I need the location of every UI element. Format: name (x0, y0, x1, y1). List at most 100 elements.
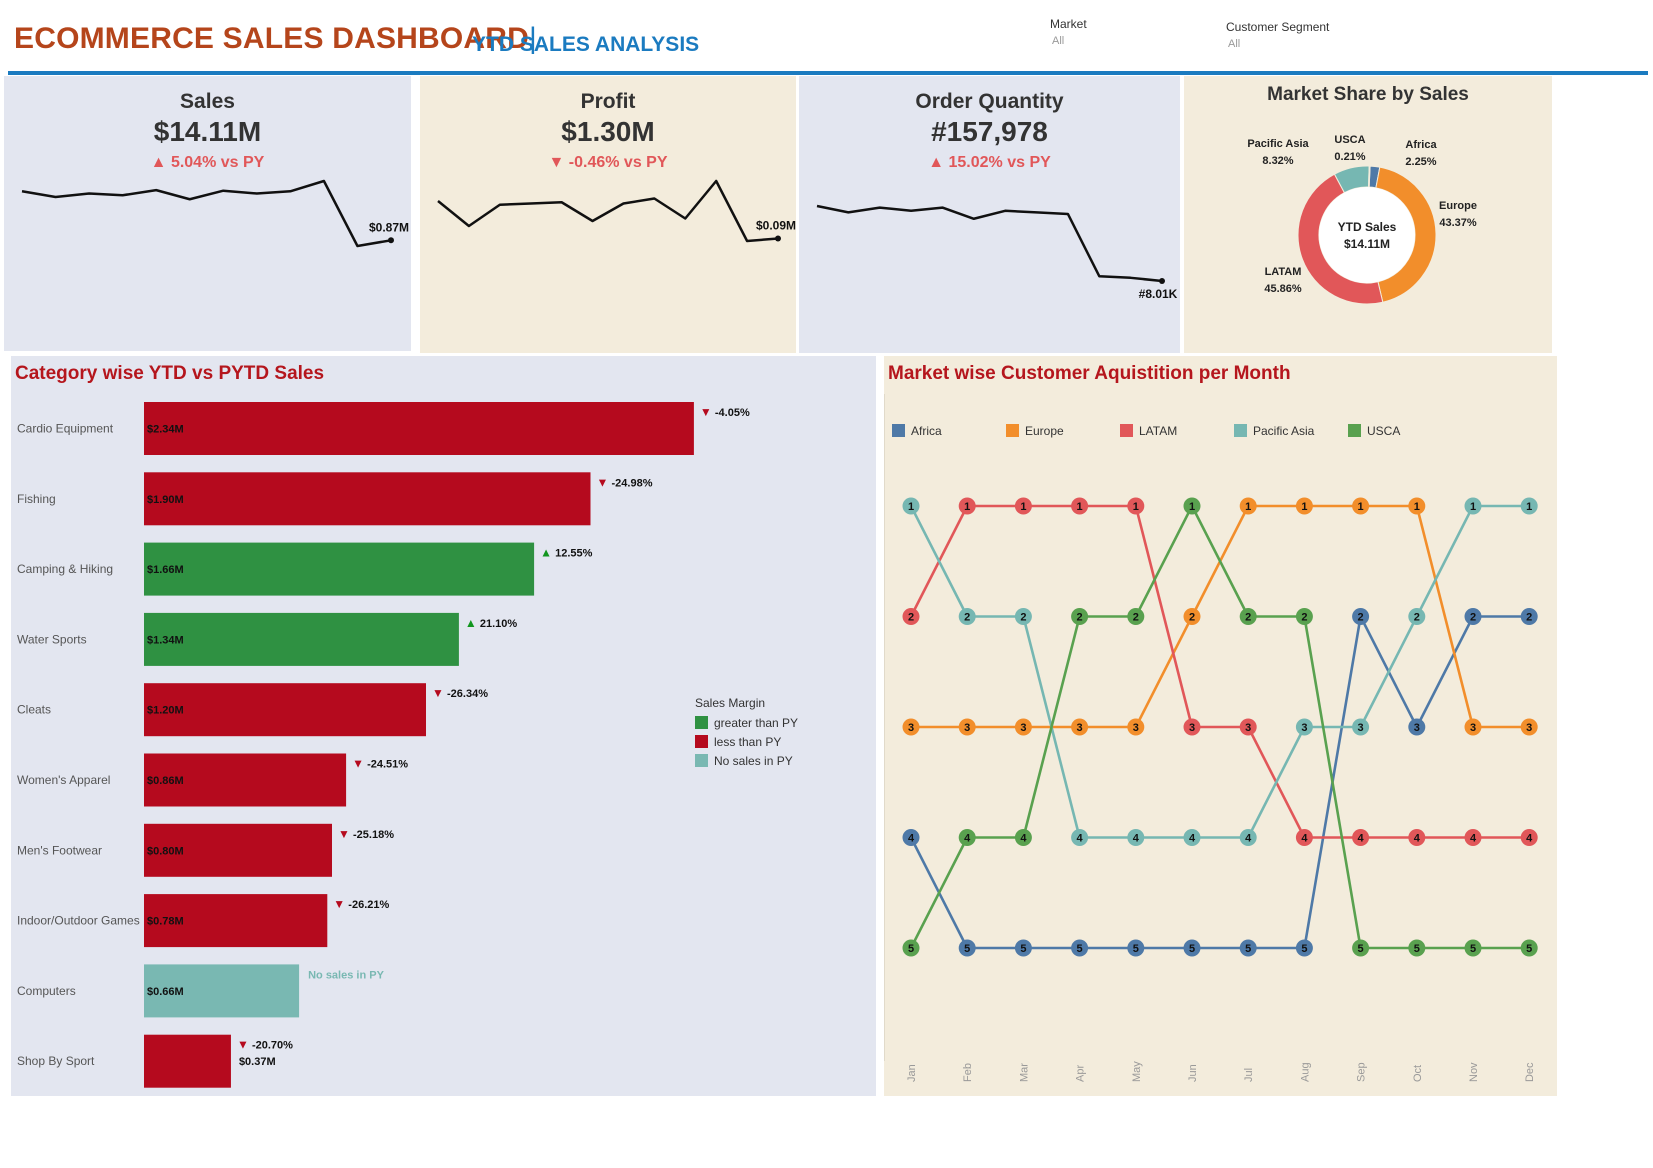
series-point-latam[interactable] (902, 608, 920, 625)
header-divider (8, 71, 1648, 75)
legend-item-less[interactable]: less than PY (695, 732, 798, 751)
series-point-europe[interactable] (1239, 497, 1257, 515)
series-point-africa[interactable] (958, 939, 976, 957)
series-point-latam[interactable] (1295, 829, 1313, 846)
market-filter[interactable]: Market All (1050, 17, 1200, 47)
series-point-latam[interactable] (1408, 829, 1426, 846)
category-bar-cardio-equipment[interactable] (144, 402, 694, 455)
series-point-latam[interactable] (1183, 718, 1201, 736)
series-line-africa (909, 615, 1530, 950)
series-point-usca[interactable] (1352, 939, 1370, 957)
series-point-pacific-asia[interactable] (1408, 608, 1426, 625)
series-point-africa[interactable] (1014, 939, 1032, 957)
series-point-label: 3 (1189, 722, 1195, 734)
series-point-europe[interactable] (1352, 497, 1370, 515)
market-filter-value[interactable]: All (1052, 35, 1065, 47)
series-point-latam[interactable] (1014, 497, 1032, 515)
series-point-usca[interactable] (1183, 497, 1201, 515)
series-point-africa[interactable] (1127, 939, 1145, 957)
series-point-africa[interactable] (1352, 608, 1370, 625)
category-bar-water-sports[interactable] (144, 612, 459, 666)
series-point-usca[interactable] (1464, 939, 1482, 957)
series-point-pacific-asia[interactable] (902, 497, 920, 515)
donut-label-europe-pct: 43.37% (1439, 217, 1477, 229)
series-point-europe[interactable] (1014, 718, 1032, 736)
category-bar-women-s-apparel[interactable] (144, 753, 347, 807)
legend-item-greater[interactable]: greater than PY (695, 713, 798, 732)
series-point-label: 5 (1526, 943, 1532, 955)
sparkline-end-point (775, 235, 781, 242)
series-point-pacific-asia[interactable] (1464, 497, 1482, 515)
series-point-usca[interactable] (1520, 939, 1538, 957)
series-point-latam[interactable] (958, 497, 976, 515)
legend-swatch-pacific-asia[interactable] (1234, 424, 1247, 437)
series-point-europe[interactable] (1127, 718, 1145, 736)
series-point-usca[interactable] (902, 939, 920, 957)
sparkline-end-label: $0.09M (756, 219, 796, 233)
customer-segment-filter[interactable]: Customer Segment All (1226, 20, 1386, 50)
series-point-europe[interactable] (902, 718, 920, 736)
series-point-africa[interactable] (1239, 939, 1257, 957)
legend-swatch-europe[interactable] (1006, 424, 1019, 437)
category-bar-fishing[interactable] (144, 472, 591, 526)
series-point-africa[interactable] (1183, 939, 1201, 957)
series-point-africa[interactable] (1408, 718, 1426, 736)
series-point-europe[interactable] (958, 718, 976, 736)
series-point-pacific-asia[interactable] (1520, 497, 1538, 515)
category-bar-indoor-outdoor-games[interactable] (144, 894, 328, 948)
series-point-label: 5 (1020, 943, 1026, 955)
series-point-usca[interactable] (1127, 608, 1145, 625)
legend-swatch-usca[interactable] (1348, 424, 1361, 437)
series-point-latam[interactable] (1127, 497, 1145, 515)
category-bar-shop-by-sport[interactable] (144, 1034, 231, 1088)
series-point-europe[interactable] (1520, 718, 1538, 736)
category-bar-camping-hiking[interactable] (144, 542, 535, 596)
series-point-pacific-asia[interactable] (1014, 608, 1032, 625)
series-point-label: 4 (1301, 833, 1308, 845)
series-point-pacific-asia[interactable] (1295, 718, 1313, 736)
series-point-africa[interactable] (1464, 608, 1482, 625)
legend-swatch-africa[interactable] (892, 424, 905, 437)
series-point-usca[interactable] (1014, 829, 1032, 846)
legend-label-usca: USCA (1367, 424, 1400, 438)
series-point-africa[interactable] (1295, 939, 1313, 957)
series-point-pacific-asia[interactable] (1071, 829, 1089, 846)
series-point-latam[interactable] (1239, 718, 1257, 736)
series-point-pacific-asia[interactable] (1127, 829, 1145, 846)
series-point-africa[interactable] (902, 829, 920, 846)
category-bar-cleats[interactable] (144, 683, 426, 737)
legend-item-nosales[interactable]: No sales in PY (695, 751, 798, 770)
category-value-cardio-equipment: $2.34M (147, 424, 184, 436)
series-point-usca[interactable] (1239, 608, 1257, 625)
series-point-latam[interactable] (1520, 829, 1538, 846)
series-point-europe[interactable] (1408, 497, 1426, 515)
legend-swatch-latam[interactable] (1120, 424, 1133, 437)
series-point-usca[interactable] (1408, 939, 1426, 957)
series-point-pacific-asia[interactable] (1239, 829, 1257, 846)
series-point-latam[interactable] (1352, 829, 1370, 846)
series-point-usca[interactable] (1295, 608, 1313, 625)
series-point-africa[interactable] (1071, 939, 1089, 957)
series-point-usca[interactable] (958, 829, 976, 846)
x-tick-label: Nov (1468, 1062, 1480, 1082)
series-point-europe[interactable] (1295, 497, 1313, 515)
series-point-latam[interactable] (1071, 497, 1089, 515)
series-point-africa[interactable] (1520, 608, 1538, 625)
series-point-label: 1 (1414, 501, 1420, 513)
category-bar-computers[interactable] (144, 964, 300, 1018)
series-point-usca[interactable] (1071, 608, 1089, 625)
sparkline-end-point (388, 237, 394, 244)
series-point-pacific-asia[interactable] (1352, 718, 1370, 736)
series-point-europe[interactable] (1464, 718, 1482, 736)
series-point-label: 1 (1526, 501, 1532, 513)
series-point-latam[interactable] (1464, 829, 1482, 846)
series-point-pacific-asia[interactable] (1183, 829, 1201, 846)
series-point-europe[interactable] (1183, 608, 1201, 625)
category-change-arrow: ▼ (352, 757, 364, 771)
customer-segment-filter-value[interactable]: All (1228, 38, 1241, 50)
category-bar-men-s-footwear[interactable] (144, 823, 332, 877)
sparkline-path (816, 204, 1163, 283)
series-point-europe[interactable] (1071, 718, 1089, 736)
category-label-men-s-footwear: Men's Footwear (17, 843, 102, 857)
series-point-pacific-asia[interactable] (958, 608, 976, 625)
